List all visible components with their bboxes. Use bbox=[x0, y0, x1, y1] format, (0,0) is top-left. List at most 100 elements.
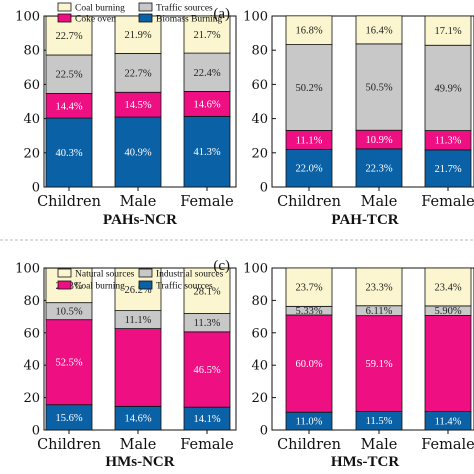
bar-segment bbox=[183, 15, 231, 54]
data-label: 49.9% bbox=[434, 83, 461, 94]
legend: Coal burning Traffic sources Coke oven Biom… bbox=[57, 2, 222, 25]
y-tick-label: 20 bbox=[251, 391, 268, 406]
data-label: 52.5% bbox=[55, 358, 82, 369]
legend-swatch bbox=[138, 268, 153, 278]
data-label: 26.2% bbox=[124, 285, 151, 296]
bar-segment bbox=[424, 267, 472, 307]
data-label: 22.7% bbox=[55, 31, 82, 42]
bar-segment bbox=[183, 52, 231, 92]
y-tick-label: 20 bbox=[23, 391, 40, 406]
data-label: 21.7% bbox=[434, 164, 461, 175]
bar-segment bbox=[45, 117, 93, 188]
bar-segment bbox=[183, 91, 231, 117]
legend-label: Traffic sources bbox=[156, 3, 213, 14]
bar-segment bbox=[285, 15, 333, 45]
data-label: 17.1% bbox=[434, 26, 461, 37]
data-label: 16.4% bbox=[365, 25, 392, 36]
y-tick-label: 40 bbox=[23, 359, 40, 374]
bar-segment bbox=[285, 314, 333, 413]
chart-panel-4: 0 20 40 60 80 100 11.0% 60.0% 5.33% 23.7% Children… bbox=[243, 262, 474, 470]
y-tick-label: 20 bbox=[251, 146, 268, 161]
data-label: 14.4% bbox=[55, 101, 82, 112]
x-tick-label: Children bbox=[37, 194, 101, 210]
legend-label: Biomass Burning bbox=[156, 15, 222, 25]
data-label: 23.3% bbox=[365, 282, 392, 293]
x-tick-label: Male bbox=[361, 194, 398, 210]
data-label: 60.0% bbox=[295, 359, 322, 370]
legend-label: Industrial sources bbox=[156, 270, 224, 280]
x-tick-label: Male bbox=[120, 194, 157, 210]
bar-segment bbox=[424, 44, 472, 131]
data-label: 22.0% bbox=[295, 164, 322, 175]
bar-segment bbox=[114, 328, 162, 407]
y-tick-label: 40 bbox=[23, 112, 40, 127]
bar-segment bbox=[183, 115, 231, 188]
data-label: 10.9% bbox=[365, 135, 392, 146]
bar-segment bbox=[355, 43, 403, 131]
data-label: 11.3% bbox=[435, 136, 462, 147]
bar-segment bbox=[355, 267, 403, 307]
data-label: 50.5% bbox=[365, 83, 392, 94]
x-tick-label: Male bbox=[361, 437, 398, 453]
bar-segment bbox=[114, 91, 162, 118]
bar-segment bbox=[183, 267, 231, 314]
x-tick-label: Female bbox=[180, 194, 233, 210]
y-tick-label: 40 bbox=[251, 112, 268, 127]
y-tick-label: 0 bbox=[32, 181, 40, 196]
data-label: 21.9% bbox=[124, 30, 151, 41]
data-label: 5.33% bbox=[295, 306, 322, 317]
bar-segment bbox=[114, 15, 162, 54]
y-tick-label: 60 bbox=[251, 78, 268, 93]
x-tick-label: Female bbox=[180, 437, 233, 453]
data-label: 22.3% bbox=[365, 163, 392, 174]
y-tick-label: 40 bbox=[251, 359, 268, 374]
bar-segment bbox=[183, 331, 231, 408]
x-tick-label: Female bbox=[421, 437, 474, 453]
bar-segment bbox=[424, 315, 472, 412]
bar-segment bbox=[355, 148, 403, 188]
data-label: 22.4% bbox=[193, 68, 220, 79]
legend-swatch bbox=[138, 13, 153, 23]
bar-segment bbox=[355, 315, 403, 412]
legend-label: Traffic sources bbox=[156, 281, 213, 292]
legend-swatch bbox=[57, 13, 72, 23]
bar-segment bbox=[355, 15, 403, 45]
data-label: 23.7% bbox=[295, 283, 322, 294]
data-label: 6.11% bbox=[366, 306, 393, 317]
legend-label: Coal burning bbox=[75, 282, 125, 292]
data-label: 14.5% bbox=[124, 100, 151, 111]
y-tick-label: 0 bbox=[32, 424, 40, 439]
y-tick-label: 80 bbox=[251, 294, 268, 309]
bar-segment bbox=[285, 44, 333, 131]
panel-label: (c) bbox=[213, 258, 230, 274]
data-label: 21.7% bbox=[193, 30, 220, 41]
bar-segment bbox=[424, 15, 472, 46]
bar-segment bbox=[114, 267, 162, 312]
data-label: 11.1% bbox=[125, 315, 152, 326]
x-tick-label: Children bbox=[37, 437, 101, 453]
panel-title: PAH-TCR bbox=[331, 212, 398, 228]
y-tick-label: 60 bbox=[23, 326, 40, 341]
y-tick-label: 100 bbox=[243, 262, 268, 277]
legend-swatch bbox=[57, 280, 72, 290]
y-tick-label: 20 bbox=[23, 146, 40, 161]
data-label: 11.3% bbox=[194, 318, 221, 329]
data-label: 11.1% bbox=[296, 135, 323, 146]
panel-label: (a) bbox=[213, 6, 230, 22]
x-tick-label: Children bbox=[277, 437, 341, 453]
bar-segment bbox=[45, 319, 93, 406]
y-tick-label: 60 bbox=[251, 326, 268, 341]
y-tick-label: 100 bbox=[15, 262, 40, 277]
data-label: 28.1% bbox=[193, 286, 220, 297]
legend-label: Natural sources bbox=[75, 270, 135, 280]
bar-segment bbox=[45, 93, 93, 119]
data-label: 10.5% bbox=[55, 307, 82, 318]
data-label: 50.2% bbox=[295, 83, 322, 94]
x-tick-label: Female bbox=[421, 194, 474, 210]
y-tick-label: 0 bbox=[260, 181, 268, 196]
chart-panel-1: 0 20 40 60 80 100 40.3% 14.4% 22.5% 22.7% Children… bbox=[15, 2, 237, 228]
data-label: 16.8% bbox=[295, 26, 322, 37]
y-tick-label: 80 bbox=[23, 44, 40, 59]
data-label: 23.4% bbox=[434, 282, 461, 293]
legend-swatch bbox=[57, 2, 72, 12]
